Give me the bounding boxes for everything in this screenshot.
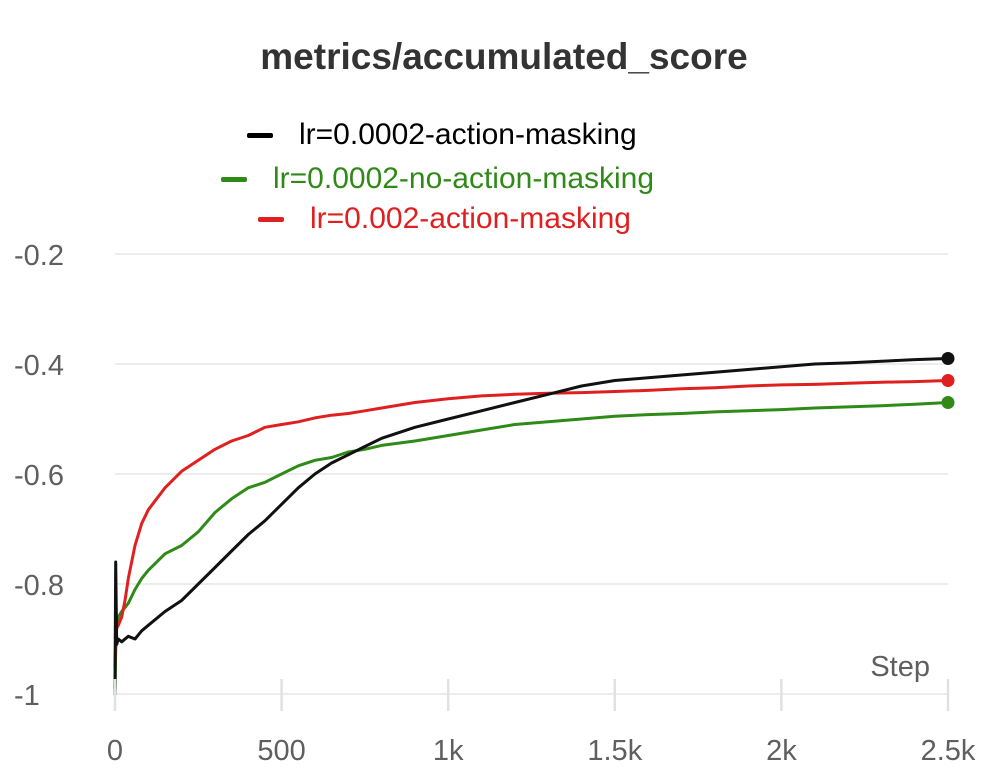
- series-line-1: [113, 401, 950, 696]
- legend-item-0: lr=0.0002-action-masking: [247, 118, 637, 152]
- legend-label-0: lr=0.0002-action-masking: [299, 118, 637, 151]
- series-layer: [113, 352, 955, 696]
- series-end-marker-0: [941, 352, 955, 365]
- legend-item-1: lr=0.0002-no-action-masking: [221, 162, 654, 196]
- x-tick-label: 1.5k: [587, 735, 642, 767]
- series-end-marker-2: [941, 374, 955, 387]
- y-tick-label: -0.2: [14, 240, 64, 272]
- legend-label-1: lr=0.0002-no-action-masking: [273, 162, 655, 195]
- x-tick-label: 500: [257, 735, 305, 767]
- legend-swatch-1: [221, 176, 247, 182]
- x-axis-label: Step: [870, 651, 930, 683]
- series-line-0: [113, 357, 950, 690]
- legend-item-2: lr=0.002-action-masking: [258, 202, 631, 236]
- x-tick-label: 0: [107, 735, 123, 767]
- x-tick-label: 1k: [433, 735, 464, 767]
- x-tick-label: 2.5k: [921, 735, 976, 767]
- x-tick-label: 2k: [766, 735, 797, 767]
- series-end-marker-1: [941, 396, 955, 409]
- axis-layer: -0.2 -0.4 -0.6 -0.8 -1 0 500 1k 1.5k 2k 2.5k Step: [14, 240, 976, 767]
- y-tick-label: -1: [14, 680, 40, 712]
- grid-layer: [115, 253, 948, 695]
- y-tick-label: -0.6: [14, 460, 64, 492]
- legend-swatch-0: [247, 132, 273, 138]
- legend-label-2: lr=0.002-action-masking: [310, 202, 631, 235]
- y-tick-label: -0.4: [14, 350, 64, 382]
- legend-swatch-2: [258, 216, 284, 222]
- y-tick-label: -0.8: [14, 570, 64, 602]
- series-line-2: [113, 379, 950, 668]
- chart-title: metrics/accumulated_score: [260, 36, 748, 77]
